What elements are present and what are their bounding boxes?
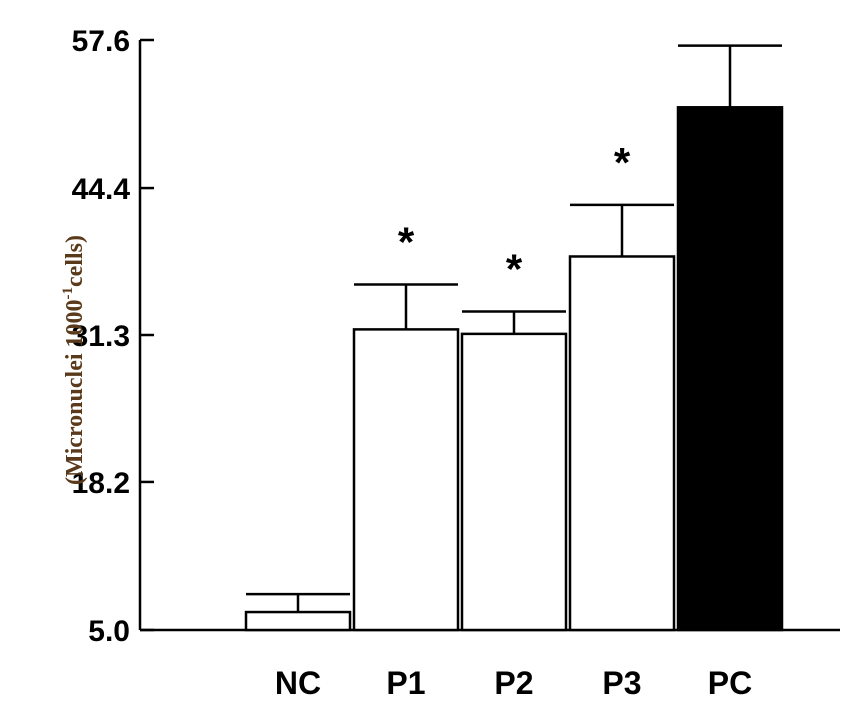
labels: NC * P1 * P2 * P3 PC — [275, 139, 752, 701]
y-tick-label-4: 57.6 — [72, 25, 130, 58]
y-axis-label-superscript: -1 — [60, 287, 76, 300]
y-tick-label-3: 44.4 — [72, 173, 131, 206]
category-label-P1: P1 — [386, 665, 425, 701]
bar-P2 — [460, 332, 568, 632]
bar-PC — [676, 106, 784, 632]
y-tick-label-2: 31.3 — [72, 320, 130, 353]
significance-P1: * — [398, 219, 415, 266]
bar-P3 — [568, 255, 676, 632]
y-axis-label-main: (Micronuclei 1000 — [62, 299, 88, 485]
y-axis-label: (Micronuclei 1000-1cells) — [60, 235, 88, 485]
category-label-NC: NC — [275, 665, 321, 701]
bars — [244, 44, 784, 632]
bar-P1 — [352, 328, 460, 632]
y-tick-label-0: 5.0 — [88, 615, 130, 648]
category-label-PC: PC — [708, 665, 752, 701]
y-axis-label-tail: cells) — [62, 235, 88, 287]
y-tick-label-1: 18.2 — [72, 467, 130, 500]
bar-NC — [244, 610, 352, 632]
category-label-P3: P3 — [602, 665, 641, 701]
significance-P2: * — [506, 245, 523, 292]
category-label-P2: P2 — [494, 665, 533, 701]
significance-P3: * — [614, 139, 631, 186]
